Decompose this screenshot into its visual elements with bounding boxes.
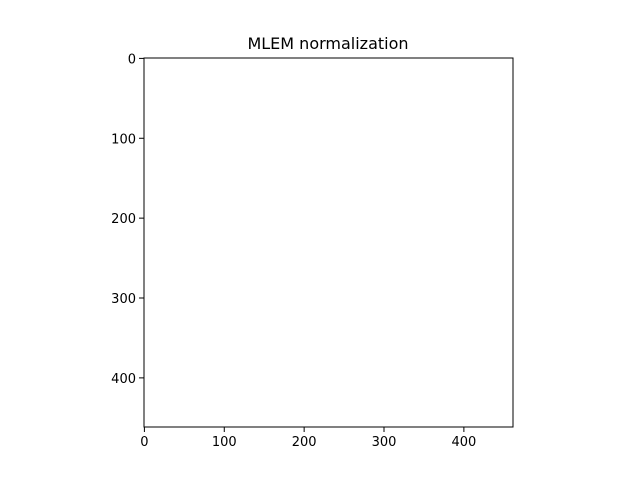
ticks-layer: 0 100 200 300 400 0 100 200 300 400	[111, 52, 476, 450]
x-tick-label: 200	[292, 435, 317, 450]
chart-title: MLEM normalization	[247, 34, 408, 53]
image-area	[144, 58, 513, 427]
y-tick-label: 100	[111, 132, 136, 147]
axes-frame	[143, 57, 514, 428]
x-tick-label: 100	[212, 435, 237, 450]
y-tick-label: 200	[111, 212, 136, 227]
y-tick-label: 400	[111, 372, 136, 387]
y-tick-label: 300	[111, 292, 136, 307]
y-tick-label: 0	[128, 52, 136, 67]
x-tick-label: 300	[372, 435, 397, 450]
x-tick-label: 400	[451, 435, 476, 450]
x-tick-label: 0	[140, 435, 148, 450]
